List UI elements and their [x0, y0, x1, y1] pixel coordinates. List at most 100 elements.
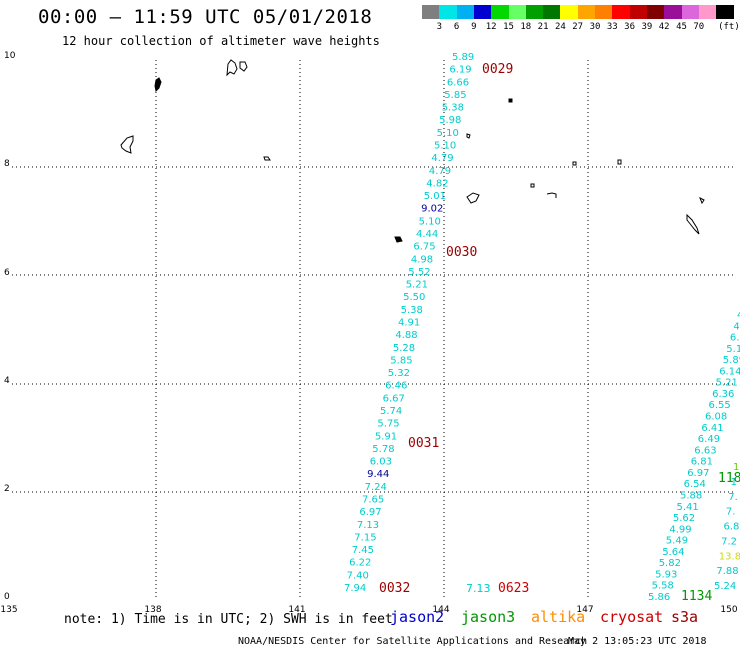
- wave-value-label: 5.38: [442, 103, 464, 114]
- wave-value-label: 4.91: [398, 318, 420, 329]
- latitude-tick-label: 4: [4, 376, 10, 386]
- pass-time-label: 1134: [681, 589, 712, 604]
- wave-value-label: 4.79: [431, 153, 453, 164]
- longitude-tick-label: 147: [576, 605, 593, 615]
- island-shape: [466, 192, 480, 204]
- colorbar-swatch: [543, 5, 561, 19]
- wave-value-label: 5.85: [390, 355, 412, 366]
- latitude-tick-label: 2: [4, 484, 10, 494]
- wave-value-label: 6.75: [413, 242, 435, 253]
- longitude-tick-label: 144: [432, 605, 449, 615]
- wave-value-label: 6.8: [724, 522, 740, 533]
- wave-value-label: 5.01: [424, 191, 446, 202]
- wave-value-label: 6.36: [712, 389, 734, 400]
- colorbar-swatch: [681, 5, 700, 19]
- colorbar-label: 39: [641, 22, 653, 32]
- wave-value-label: 6.08: [705, 412, 727, 423]
- colorbar-swatch: [456, 5, 475, 19]
- pass-time-label: 0029: [482, 62, 513, 77]
- colorbar-swatch: [577, 5, 596, 19]
- colorbar-label: 24: [554, 22, 566, 32]
- wave-value-label: 4.88: [395, 330, 417, 341]
- colorbar-label: 3: [436, 22, 443, 32]
- credit-text: NOAA/NESDIS Center for Satellite Applica…: [238, 636, 588, 647]
- wave-value-label: 4.44: [416, 229, 438, 240]
- pass-time-label: 0032: [379, 581, 410, 596]
- colorbar-label: 30: [589, 22, 601, 32]
- wave-value-label: 6.67: [383, 393, 405, 404]
- track-b-values: 446.5.15.896.145.216.366.556.086.416.496…: [648, 310, 740, 603]
- island-shape: [154, 77, 162, 93]
- pass-time-label: 118: [718, 471, 740, 486]
- wave-value-label: 13.8: [719, 551, 740, 562]
- colorbar-swatch: [698, 5, 717, 19]
- wave-value-label: 6.41: [701, 423, 723, 434]
- colorbar-swatch: [508, 5, 527, 19]
- wave-value-label: 9.02: [421, 204, 443, 215]
- colorbar-label: 42: [658, 22, 670, 32]
- colorbar-swatch: [629, 5, 648, 19]
- island-shape: [617, 159, 622, 165]
- island-shape: [530, 183, 535, 188]
- wave-value-label: 5.89: [723, 355, 740, 366]
- wave-value-label: 5.41: [677, 502, 699, 513]
- island-shape: [120, 135, 134, 154]
- footer-note: note: 1) Time is in UTC; 2) SWH is in fe…: [64, 612, 393, 627]
- wave-value-label: 7.2: [721, 536, 737, 547]
- wave-value-label: 7.: [726, 507, 736, 518]
- wave-value-label: 5.62: [673, 513, 695, 524]
- colorbar-swatch: [473, 5, 492, 19]
- island-shape: [508, 98, 513, 103]
- wave-value-label: 4.98: [411, 254, 433, 265]
- wave-value-label: 1: [733, 462, 739, 473]
- satellite-legend-item: cryosat: [600, 608, 664, 626]
- colorbar-swatch: [716, 5, 734, 19]
- wave-value-label: 9.44: [367, 469, 389, 480]
- wave-value-label: 6.66: [447, 77, 469, 88]
- wave-value-label: 6.19: [449, 65, 471, 76]
- colorbar-label: 21: [537, 22, 549, 32]
- colorbar-label: 15: [503, 22, 514, 32]
- colorbar-swatch: [491, 5, 509, 19]
- wave-value-label: 7.88: [716, 566, 738, 577]
- island-shape: [546, 192, 557, 198]
- latitude-tick-label: 6: [4, 268, 10, 278]
- colorbar-label: 12: [485, 22, 497, 32]
- wave-value-label: 5.85: [444, 90, 466, 101]
- island-shape: [394, 236, 403, 243]
- generated-timestamp: May 2 13:05:23 UTC 2018: [568, 636, 707, 647]
- island-shape: [466, 133, 471, 139]
- pass-time-label: 0030: [446, 245, 477, 260]
- longitude-ticks: 135 138 141 144 147 150: [0, 605, 737, 615]
- island-shape: [239, 61, 248, 72]
- longitude-tick-label: 141: [288, 605, 305, 615]
- wave-value-label: 5.38: [401, 305, 423, 316]
- wave-value-label: 5.24: [714, 581, 736, 592]
- wave-value-label: 6.22: [349, 558, 371, 569]
- wave-value-label: 6.14: [719, 366, 740, 377]
- wave-value-label: 5.10: [437, 128, 459, 139]
- wave-value-label: 6.49: [698, 434, 720, 445]
- wave-value-label: 5.93: [655, 569, 677, 580]
- pass-time-label: 0031: [408, 436, 439, 451]
- wave-value-label: 6.97: [687, 468, 709, 479]
- wave-value-label: 6.81: [691, 457, 713, 468]
- longitude-tick-label: 135: [0, 605, 17, 615]
- wave-value-label: 5.91: [375, 431, 397, 442]
- colorbar-swatch: [595, 5, 613, 19]
- wave-value-label: 5.10: [434, 141, 456, 152]
- wave-value-label: 5.49: [666, 536, 688, 547]
- map-title: 00:00 – 11:59 UTC 05/01/2018: [38, 6, 373, 28]
- wave-value-label: 7.65: [362, 495, 384, 506]
- wave-value-label: 5.21: [406, 280, 428, 291]
- colorbar-swatch: [422, 5, 440, 19]
- lat-lon-grid: [12, 60, 735, 600]
- map-subtitle: 12 hour collection of altimeter wave hei…: [62, 34, 380, 48]
- colorbar-swatch: [525, 5, 544, 19]
- wave-value-label: 1: [731, 477, 737, 488]
- colorbar-swatch: [439, 5, 458, 19]
- colorbar-label: 45: [676, 22, 687, 32]
- wave-value-label: 5.10: [419, 216, 441, 227]
